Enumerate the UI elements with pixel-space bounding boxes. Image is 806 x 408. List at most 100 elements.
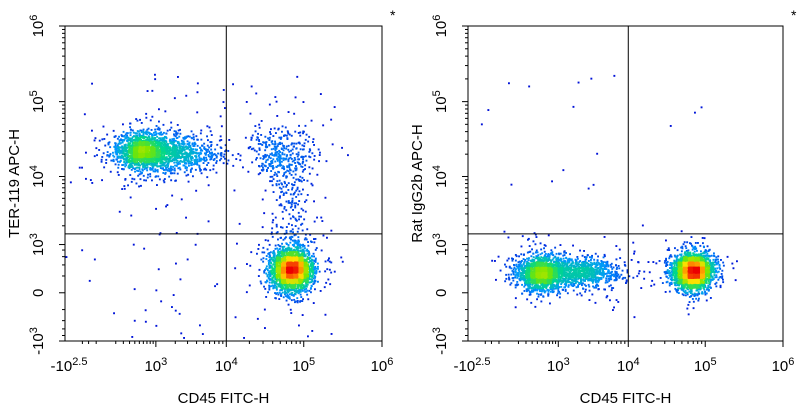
event-dot [290, 158, 293, 160]
event-dot [122, 130, 125, 133]
event-dot [142, 152, 145, 155]
event-dot [291, 255, 294, 257]
event-dot [179, 159, 182, 162]
event-dot [151, 167, 154, 169]
event-dot [295, 167, 298, 170]
event-dot [149, 175, 152, 178]
event-dot [112, 160, 115, 163]
event-dot [284, 158, 287, 161]
event-dot [131, 151, 134, 154]
event-dot [287, 291, 290, 294]
event-dot [222, 89, 225, 91]
event-dot [292, 252, 295, 255]
event-dot [299, 300, 301, 303]
event-dot [307, 279, 309, 282]
event-dot [179, 152, 182, 154]
event-dot [300, 296, 303, 298]
event-dot [185, 162, 188, 165]
event-dot [205, 168, 208, 171]
event-dot [310, 182, 313, 185]
event-dot [316, 216, 318, 219]
event-dot [164, 135, 166, 138]
event-dot [136, 159, 139, 162]
event-dot [270, 128, 272, 131]
event-dot [107, 142, 110, 144]
event-dot [124, 154, 127, 157]
event-dot [139, 153, 142, 156]
event-dot [129, 174, 132, 176]
event-dot [305, 277, 308, 280]
event-dot [142, 164, 145, 167]
event-dot [101, 179, 103, 182]
event-dot [292, 283, 295, 286]
event-dot [269, 266, 272, 269]
event-dot [265, 255, 268, 257]
event-dot [158, 108, 160, 111]
event-dot [313, 274, 316, 277]
event-dot [133, 178, 136, 181]
event-dot [98, 149, 101, 151]
event-dot [268, 286, 271, 289]
event-dot [153, 144, 155, 147]
event-dot [166, 157, 169, 160]
event-dot [202, 162, 205, 164]
event-dot [280, 278, 283, 281]
event-dot [178, 156, 181, 159]
event-dot [314, 238, 317, 240]
event-dot [110, 159, 113, 162]
event-dot [296, 259, 299, 261]
event-dot [135, 146, 138, 149]
event-dot [183, 171, 186, 174]
event-dot [182, 141, 185, 144]
event-dot [126, 155, 129, 158]
event-dot [291, 228, 294, 231]
event-dot [266, 170, 268, 172]
event-dot [268, 136, 271, 139]
event-dot [288, 237, 291, 239]
event-dot [179, 168, 182, 171]
event-dot [301, 300, 304, 302]
event-dot [164, 165, 167, 168]
event-dot [118, 142, 121, 145]
event-dot [145, 130, 148, 133]
event-dot [123, 158, 126, 161]
event-dot [298, 218, 300, 221]
event-dot [156, 153, 159, 156]
event-dot [144, 143, 147, 146]
event-dot [301, 162, 304, 165]
event-dot [105, 162, 108, 164]
event-dot [187, 162, 190, 165]
event-dot [204, 159, 206, 162]
event-dot [134, 148, 137, 151]
event-dot [210, 148, 213, 151]
event-dot [278, 266, 280, 269]
event-dot [254, 130, 257, 133]
event-dot [287, 246, 290, 249]
event-dot [295, 287, 297, 290]
event-dot [130, 157, 133, 160]
event-dot [274, 282, 276, 285]
event-dot [301, 257, 304, 260]
event-dot [304, 268, 307, 271]
event-dot [301, 245, 304, 248]
event-dot [98, 139, 101, 142]
event-dot [284, 275, 287, 278]
event-dot [274, 265, 277, 268]
event-dot [292, 170, 295, 173]
event-dot [163, 139, 166, 142]
event-dot [297, 211, 300, 214]
event-dot [279, 269, 282, 272]
event-dot [144, 309, 147, 312]
event-dot [121, 139, 124, 141]
event-dot [120, 146, 123, 149]
event-dot [282, 194, 285, 196]
event-dot [155, 147, 158, 150]
event-dot [277, 283, 280, 286]
event-dot [289, 289, 292, 292]
event-dot [180, 198, 183, 201]
event-dot [302, 298, 304, 301]
event-dot [214, 154, 217, 157]
event-dot [147, 173, 149, 176]
event-dot [157, 144, 160, 147]
event-dot [187, 144, 190, 146]
